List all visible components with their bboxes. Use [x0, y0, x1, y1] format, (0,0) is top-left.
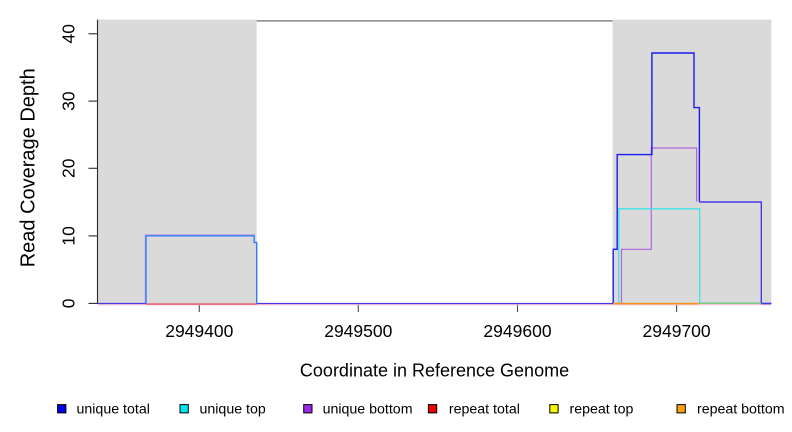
svg-text:unique top: unique top	[200, 402, 266, 418]
svg-text:0: 0	[59, 298, 79, 308]
svg-text:10: 10	[59, 226, 79, 246]
svg-text:40: 40	[59, 24, 79, 44]
svg-text:2949700: 2949700	[643, 321, 711, 341]
svg-text:2949600: 2949600	[483, 321, 551, 341]
svg-text:20: 20	[59, 158, 79, 178]
svg-text:unique bottom: unique bottom	[323, 402, 413, 418]
svg-text:repeat top: repeat top	[570, 402, 634, 418]
svg-text:unique total: unique total	[77, 402, 150, 418]
svg-text:Coordinate in Reference Genome: Coordinate in Reference Genome	[300, 361, 569, 381]
svg-text:repeat bottom: repeat bottom	[697, 402, 785, 418]
svg-text:Read Coverage Depth: Read Coverage Depth	[18, 68, 40, 267]
svg-text:2949500: 2949500	[324, 321, 392, 341]
svg-text:30: 30	[59, 91, 79, 111]
svg-text:repeat total: repeat total	[449, 402, 520, 418]
svg-text:2949400: 2949400	[165, 321, 233, 341]
